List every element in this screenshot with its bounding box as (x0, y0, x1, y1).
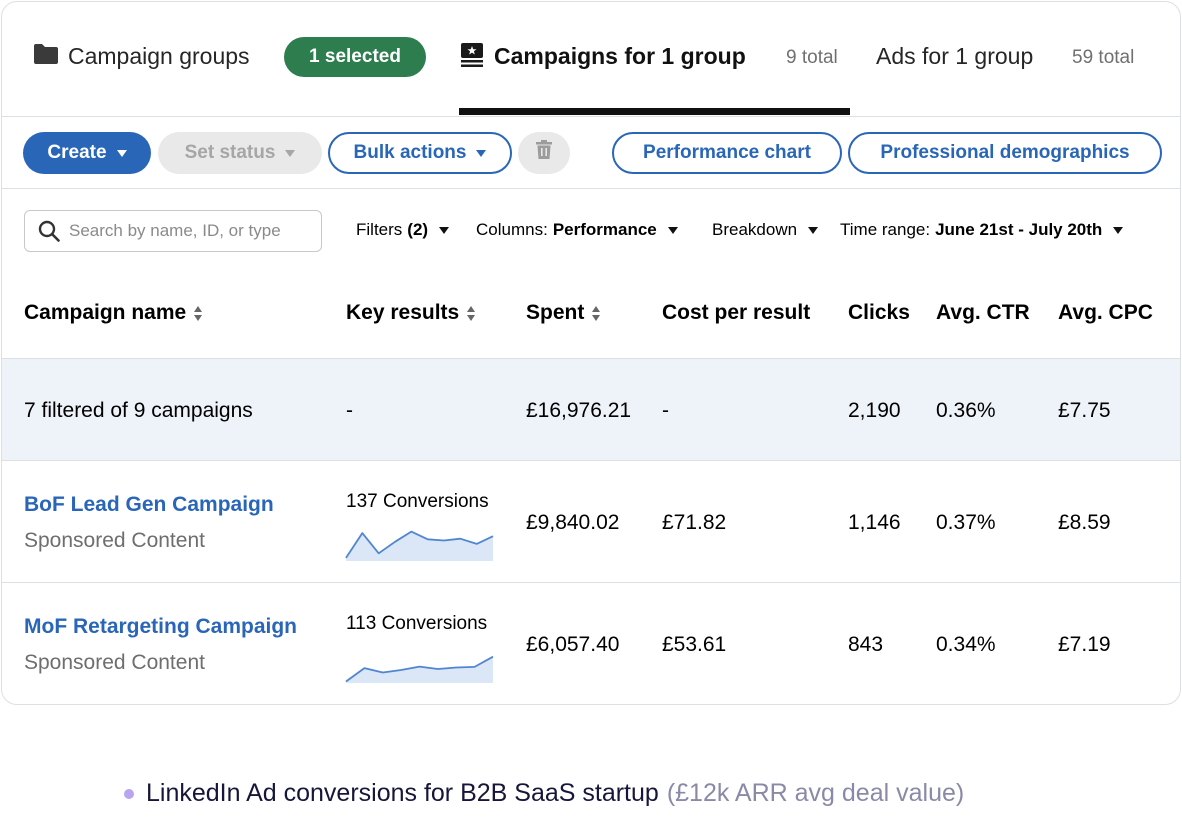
column-header-avg-ctr: Avg. CTR (936, 301, 1030, 325)
column-header-label: Campaign name (24, 301, 187, 324)
campaign-name-link[interactable]: BoF Lead Gen Campaign (24, 493, 274, 516)
ads-count: 59 total (1072, 47, 1135, 68)
search-input[interactable] (69, 219, 317, 243)
summary-clicks: 2,190 (848, 399, 901, 422)
column-header-spent[interactable]: Spent (526, 301, 601, 325)
breakdown-label: Breakdown (712, 220, 798, 239)
column-header-campaign-name[interactable]: Campaign name (24, 301, 203, 325)
campaign-type: Sponsored Content (24, 651, 205, 674)
delete-button[interactable] (518, 132, 570, 174)
active-tab-indicator (459, 108, 850, 115)
sparkline-line (345, 655, 494, 683)
campaign-manager-panel: Campaign groups 1 selected Campaigns for… (1, 1, 1181, 705)
key-results-value: 137 Conversions (346, 491, 489, 512)
campaign-type: Sponsored Content (24, 529, 205, 552)
avg-ctr-value: 0.37% (936, 511, 996, 534)
bullet-dot-icon (124, 788, 134, 799)
conversion-trend-sparkline (345, 530, 494, 561)
chevron-down-icon (439, 226, 450, 234)
column-header-label: Key results (346, 301, 460, 324)
table-row: MoF Retargeting Campaign Sponsored Conte… (2, 583, 1180, 704)
tab-campaign-groups[interactable]: Campaign groups (68, 43, 250, 69)
professional-demographics-button[interactable]: Professional demographics (848, 132, 1162, 174)
campaigns-count: 9 total (786, 47, 838, 68)
caption-main-text: LinkedIn Ad conversions for B2B SaaS sta… (146, 779, 659, 807)
sort-icon[interactable] (467, 305, 476, 321)
avg-cpc-value: £7.19 (1058, 633, 1111, 656)
filters-count: (2) (407, 220, 429, 239)
column-header-label: Spent (526, 301, 585, 324)
clicks-value: 843 (848, 633, 884, 656)
time-range-dropdown[interactable]: Time range: June 21st - July 20th (840, 220, 1124, 240)
chevron-down-icon (1113, 226, 1124, 234)
key-results-value: 113 Conversions (346, 613, 488, 634)
column-header-label: Cost per result (662, 301, 811, 324)
conversion-trend-sparkline (345, 655, 494, 683)
chevron-down-icon (116, 149, 127, 157)
columns-dropdown[interactable]: Columns: Performance (476, 220, 678, 240)
column-header-label: Clicks (848, 301, 910, 324)
column-header-avg-cpc: Avg. CPC (1058, 301, 1153, 325)
bulk-actions-button[interactable]: Bulk actions (328, 132, 512, 174)
column-header-label: Avg. CPC (1058, 301, 1153, 324)
selected-count-badge[interactable]: 1 selected (284, 37, 426, 77)
table-row: BoF Lead Gen Campaign Sponsored Content … (2, 461, 1180, 583)
columns-value: Performance (552, 220, 657, 239)
spent-value: £6,057.40 (526, 633, 620, 656)
spent-value: £9,840.02 (526, 511, 620, 534)
cost-per-result-value: £71.82 (662, 511, 727, 534)
tab-ads[interactable]: Ads for 1 group (876, 43, 1034, 69)
bulk-actions-button-label: Bulk actions (353, 142, 467, 163)
column-header-key-results[interactable]: Key results (346, 301, 476, 325)
create-button[interactable]: Create (23, 132, 151, 174)
summary-spent: £16,976.21 (526, 399, 632, 422)
chevron-down-icon (808, 226, 819, 234)
create-button-label: Create (47, 142, 107, 163)
summary-row: 7 filtered of 9 campaigns - £16,976.21 -… (2, 358, 1180, 461)
folder-icon (33, 43, 59, 70)
campaign-name-link[interactable]: MoF Retargeting Campaign (24, 615, 298, 638)
search-icon (38, 220, 60, 247)
chevron-down-icon (667, 226, 678, 234)
action-toolbar: Create Set status Bulk actions Performan… (2, 117, 1180, 189)
cost-per-result-value: £53.61 (662, 633, 727, 656)
column-header-label: Avg. CTR (936, 301, 1030, 324)
campaign-icon (460, 42, 484, 73)
chevron-down-icon (285, 149, 296, 157)
sort-icon[interactable] (592, 305, 601, 321)
summary-avg-ctr: 0.36% (936, 399, 996, 422)
sparkline-area (346, 656, 493, 683)
summary-cost-per-result: - (662, 399, 669, 422)
avg-cpc-value: £8.59 (1058, 511, 1111, 534)
avg-ctr-value: 0.34% (936, 633, 996, 656)
tab-campaigns[interactable]: Campaigns for 1 group (494, 43, 746, 69)
trash-icon (536, 140, 552, 166)
filters-label: Filters (356, 220, 403, 239)
column-header-cost-per-result: Cost per result (662, 301, 810, 325)
sort-icon[interactable] (194, 305, 203, 321)
breakdown-dropdown[interactable]: Breakdown (712, 220, 819, 240)
set-status-button[interactable]: Set status (158, 132, 322, 174)
columns-label: Columns: (476, 220, 548, 239)
set-status-button-label: Set status (184, 142, 276, 163)
sparkline-area (346, 531, 493, 561)
clicks-value: 1,146 (848, 511, 901, 534)
chevron-down-icon (476, 149, 487, 157)
time-range-value: June 21st - July 20th (935, 220, 1103, 239)
filters-dropdown[interactable]: Filters (2) (356, 220, 450, 240)
summary-key-results: - (346, 399, 353, 422)
search-box[interactable] (24, 210, 322, 252)
summary-avg-cpc: £7.75 (1058, 399, 1111, 422)
time-range-label: Time range: (840, 220, 931, 239)
tab-bar: Campaign groups 1 selected Campaigns for… (2, 2, 1180, 117)
caption-sub-text: (£12k ARR avg deal value) (666, 779, 965, 807)
column-header-clicks: Clicks (848, 301, 910, 325)
figure-caption: LinkedIn Ad conversions for B2B SaaS sta… (124, 779, 964, 808)
sparkline-line (345, 530, 494, 559)
performance-chart-button[interactable]: Performance chart (612, 132, 842, 174)
summary-name: 7 filtered of 9 campaigns (24, 399, 253, 422)
